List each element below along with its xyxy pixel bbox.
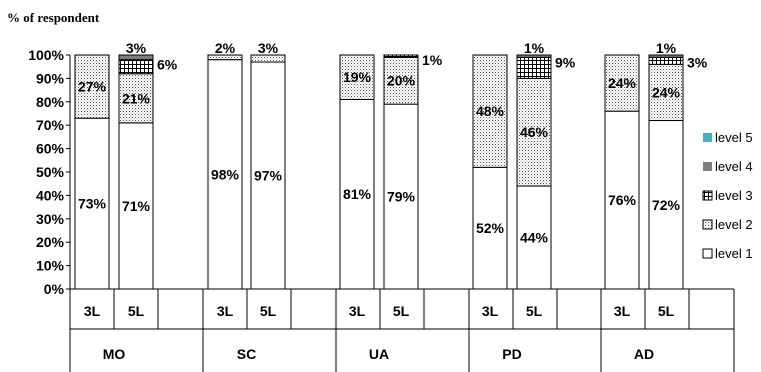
data-label: 48% <box>476 103 505 119</box>
x-group-label: AD <box>634 346 654 362</box>
y-tick-label: 20% <box>36 234 65 250</box>
legend: level 5 level 4 level 3 level 2 level 1 <box>702 130 753 261</box>
data-label: 1% <box>524 40 545 56</box>
bar-segment-level-2 <box>74 54 110 119</box>
legend-swatch <box>702 248 713 259</box>
y-axis-title: % of respondent <box>7 10 100 25</box>
data-label: 97% <box>254 168 283 184</box>
bar-segment-level-2 <box>604 54 640 112</box>
legend-swatch <box>702 190 713 201</box>
y-tick-label: 70% <box>36 117 65 133</box>
data-label: 1% <box>422 52 443 68</box>
data-label: 73% <box>78 196 107 212</box>
y-tick-label: 60% <box>36 141 65 157</box>
x-subcategory-label: 3L <box>349 303 366 319</box>
data-label: 19% <box>343 69 372 85</box>
data-label: 52% <box>476 220 505 236</box>
bar-segment-level-2 <box>207 54 243 61</box>
bar-segment-level-4 <box>648 54 684 58</box>
bar-segment-level-3 <box>648 56 684 65</box>
bar-segment-level-1 <box>207 59 243 290</box>
data-label: 44% <box>520 230 549 246</box>
data-label: 6% <box>157 57 178 73</box>
legend-swatch <box>702 219 713 230</box>
bar-segment-level-1 <box>472 166 508 290</box>
data-label: 76% <box>608 192 637 208</box>
data-label: 46% <box>520 124 549 140</box>
bar-segment-level-1 <box>604 110 640 290</box>
x-subcategory-label: 5L <box>658 303 675 319</box>
x-subcategory-label: 5L <box>393 303 410 319</box>
bar-segment-level-1 <box>74 117 110 290</box>
data-label: 81% <box>343 186 372 202</box>
bar-segment-level-1 <box>648 120 684 290</box>
bar-segment-level-2 <box>250 54 286 63</box>
y-tick-label: 90% <box>36 70 65 86</box>
x-group-label: SC <box>237 346 256 362</box>
y-tick-label: 40% <box>36 187 65 203</box>
x-subcategory-label: 3L <box>84 303 101 319</box>
data-label: 24% <box>608 75 637 91</box>
legend-label: level 2 <box>715 217 753 232</box>
data-labels: 73% 27% 71% 21% 6% 3% 98% 2% 97% 3% 81% 19% 79% 20% 1%… <box>78 40 708 246</box>
data-label: 9% <box>555 54 576 70</box>
y-tick-label: 0% <box>44 281 65 297</box>
x-subcategory-label: 3L <box>482 303 499 319</box>
x-axis: 3L 5L 3L 5L 3L 5L 3L 5L 3L 5L MO SC UA PD AD <box>69 288 735 372</box>
data-label: 3% <box>126 40 147 56</box>
y-tick-label: 30% <box>36 211 65 227</box>
data-label: 24% <box>652 84 681 100</box>
legend-label: level 1 <box>715 246 753 261</box>
legend-label: level 3 <box>715 188 753 203</box>
y-tick-label: 10% <box>36 258 65 274</box>
data-label: 27% <box>78 79 107 95</box>
bar-segment-level-2 <box>339 54 375 100</box>
x-subcategory-label: 5L <box>260 303 277 319</box>
bar-segment-level-2 <box>472 54 508 168</box>
data-label: 3% <box>258 40 279 56</box>
x-subcategory-label: 5L <box>526 303 543 319</box>
bar-segment-level-2 <box>648 63 684 122</box>
bar-segment-level-3 <box>516 56 552 79</box>
bar-segment-level-4 <box>516 54 552 58</box>
y-axis-ticks: 0% 10% 20% 30% 40% 50% 60% 70% 80% 90% 100% <box>28 47 71 297</box>
x-subcategory-label: 3L <box>217 303 234 319</box>
legend-swatch <box>703 133 712 142</box>
data-label: 98% <box>211 166 240 182</box>
data-label: 20% <box>387 73 416 89</box>
bar-segment-level-3 <box>118 59 154 75</box>
legend-swatch <box>703 162 712 171</box>
x-group-label: MO <box>103 346 126 362</box>
x-group-label: PD <box>502 346 521 362</box>
y-tick-label: 100% <box>28 47 64 63</box>
data-label: 71% <box>122 198 151 214</box>
data-label: 3% <box>687 54 708 70</box>
legend-label: level 5 <box>715 130 753 145</box>
y-tick-label: 50% <box>36 164 65 180</box>
data-label: 21% <box>122 90 151 106</box>
x-subcategory-label: 5L <box>128 303 145 319</box>
bar-segment-level-2 <box>516 77 552 187</box>
legend-label: level 4 <box>715 159 753 174</box>
data-label: 72% <box>652 197 681 213</box>
y-tick-label: 80% <box>36 94 65 110</box>
data-label: 2% <box>215 40 236 56</box>
bars <box>74 54 684 290</box>
bar-segment-level-3 <box>383 54 419 58</box>
data-label: 1% <box>656 40 677 56</box>
x-subcategory-label: 3L <box>614 303 631 319</box>
bar-segment-level-1 <box>383 103 419 290</box>
bar-segment-level-2 <box>383 56 419 105</box>
bar-segment-level-4 <box>118 54 154 61</box>
data-label: 79% <box>387 189 416 205</box>
x-group-label: UA <box>369 346 389 362</box>
